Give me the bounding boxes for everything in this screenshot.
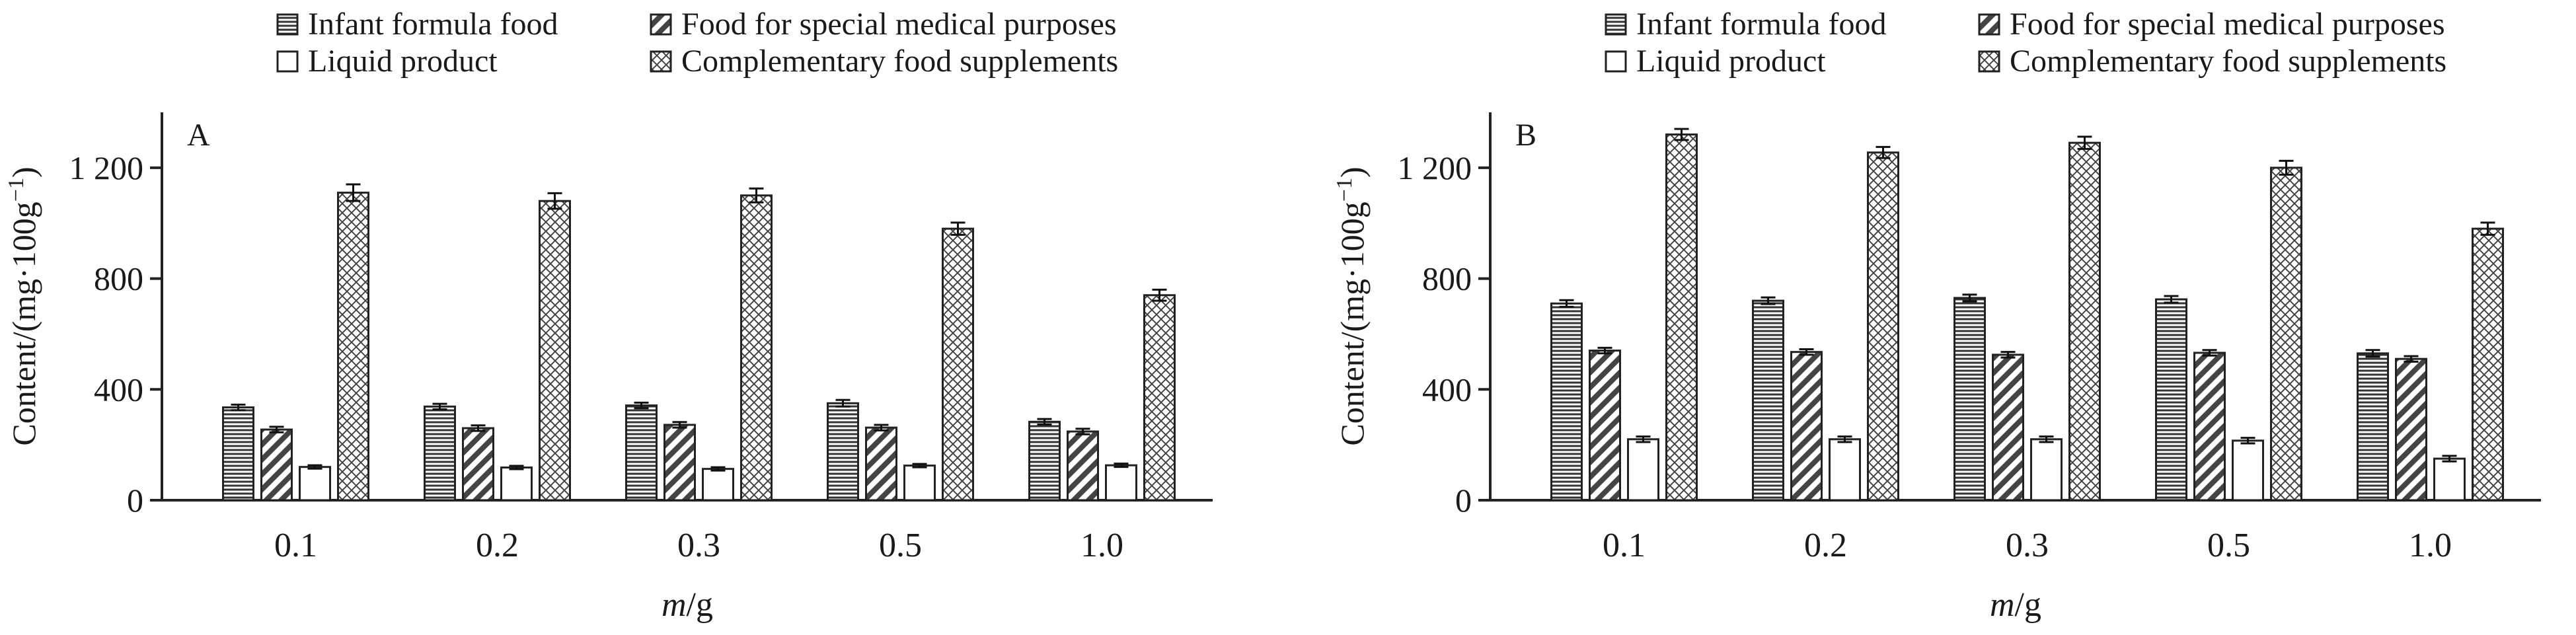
y-tick-label: 0 bbox=[1455, 482, 1472, 519]
x-tick-label: 0.2 bbox=[476, 527, 519, 564]
legend-label-infant-formula: Infant formula food bbox=[1636, 7, 1887, 42]
legend-swatch-infant-formula bbox=[1605, 13, 1627, 36]
bar-special-medical bbox=[1589, 350, 1621, 502]
bar-special-medical bbox=[865, 426, 897, 502]
bar-liquid-product bbox=[2433, 457, 2466, 502]
bar-complementary-supplements bbox=[1143, 294, 1176, 502]
bar-special-medical bbox=[2193, 352, 2226, 502]
y-tick-label: 1 200 bbox=[1398, 149, 1472, 186]
bar-liquid-product bbox=[500, 467, 533, 502]
legend-swatch-infant-formula bbox=[276, 13, 299, 36]
bar-infant-formula bbox=[1953, 297, 1986, 502]
legend: Infant formula food Food for special medi… bbox=[1605, 7, 2446, 79]
bar-infant-formula bbox=[222, 406, 254, 502]
x-tick-label: 1.0 bbox=[1080, 527, 1123, 564]
y-tick-label: 400 bbox=[1422, 371, 1472, 408]
legend-swatch-special-medical bbox=[650, 13, 672, 36]
panel-b: B 0 400 800 1 200 Content/(mg·100g−1) 0.1 0.2 0.… bbox=[1332, 7, 2541, 624]
x-tick-label: 1.0 bbox=[2409, 527, 2452, 564]
bar-liquid-product bbox=[1627, 438, 1659, 502]
bar-liquid-product bbox=[2030, 438, 2063, 502]
bar-complementary-supplements bbox=[539, 200, 571, 502]
bar-complementary-supplements bbox=[740, 194, 773, 502]
bar-complementary-supplements bbox=[1665, 133, 1698, 502]
legend-swatch-complementary-supplements bbox=[650, 50, 672, 73]
bar-special-medical bbox=[2395, 357, 2427, 502]
x-axis-label: m/g bbox=[1990, 586, 2041, 624]
legend-label-liquid-product: Liquid product bbox=[308, 44, 498, 79]
legend-swatch-liquid-product bbox=[276, 50, 299, 73]
panel-label: A bbox=[187, 118, 210, 153]
legend-swatch-liquid-product bbox=[1605, 50, 1627, 73]
bar-special-medical bbox=[462, 427, 494, 502]
bar-special-medical bbox=[663, 424, 696, 502]
panel-label: B bbox=[1515, 118, 1536, 153]
bar-infant-formula bbox=[2155, 298, 2187, 502]
x-tick-label: 0.5 bbox=[879, 527, 922, 564]
legend: Infant formula food Food for special medi… bbox=[276, 7, 1118, 79]
legend-label-special-medical: Food for special medical purposes bbox=[681, 7, 1117, 42]
y-tick-label: 0 bbox=[127, 482, 143, 519]
legend-label-special-medical: Food for special medical purposes bbox=[2010, 7, 2445, 42]
bar-special-medical bbox=[1067, 430, 1099, 502]
bar-liquid-product bbox=[2232, 439, 2264, 502]
y-axis-label: Content/(mg·100g−1) bbox=[4, 167, 42, 445]
x-tick-label: 0.3 bbox=[677, 527, 720, 564]
y-tick-label: 800 bbox=[94, 260, 143, 297]
bar-complementary-supplements bbox=[2472, 227, 2504, 502]
legend-label-complementary-supplements: Complementary food supplements bbox=[2010, 44, 2446, 79]
x-tick-label: 0.1 bbox=[274, 527, 317, 564]
bar-liquid-product bbox=[1105, 464, 1137, 502]
bar-complementary-supplements bbox=[337, 192, 369, 502]
bar-infant-formula bbox=[424, 405, 456, 502]
bar-liquid-product bbox=[1829, 438, 1861, 502]
bar-infant-formula bbox=[827, 402, 859, 502]
legend-swatch-special-medical bbox=[1978, 13, 2000, 36]
bar-special-medical bbox=[1790, 351, 1823, 502]
bar-liquid-product bbox=[702, 468, 734, 502]
bar-liquid-product bbox=[299, 466, 331, 502]
y-tick-label: 400 bbox=[94, 371, 143, 408]
y-tick-label: 1 200 bbox=[69, 149, 144, 186]
x-tick-label: 0.1 bbox=[1603, 527, 1646, 564]
bar-complementary-supplements bbox=[2270, 167, 2302, 502]
bar-complementary-supplements bbox=[2068, 141, 2101, 502]
bar-liquid-product bbox=[903, 465, 936, 502]
bar-infant-formula bbox=[1028, 420, 1061, 502]
bar-special-medical bbox=[260, 428, 293, 502]
legend-label-complementary-supplements: Complementary food supplements bbox=[681, 44, 1118, 79]
legend-label-infant-formula: Infant formula food bbox=[308, 7, 558, 42]
bar-infant-formula bbox=[1550, 302, 1583, 502]
bar-complementary-supplements bbox=[1867, 151, 1899, 502]
x-axis-label: m/g bbox=[662, 586, 713, 624]
y-tick-label: 800 bbox=[1422, 260, 1472, 297]
x-tick-label: 0.5 bbox=[2207, 527, 2250, 564]
bar-complementary-supplements bbox=[942, 227, 974, 502]
x-tick-label: 0.2 bbox=[1804, 527, 1847, 564]
panel-a: A 0 400 800 1 200 Content/(mg·100g−1) 0.1 0.2 0.… bbox=[4, 7, 1213, 624]
x-tick-label: 0.3 bbox=[2006, 527, 2049, 564]
bar-infant-formula bbox=[1752, 299, 1784, 502]
bar-special-medical bbox=[1992, 354, 2024, 502]
y-axis-label: Content/(mg·100g−1) bbox=[1332, 167, 1371, 445]
bar-infant-formula bbox=[625, 404, 658, 502]
legend-swatch-complementary-supplements bbox=[1978, 50, 2000, 73]
bar-infant-formula bbox=[2357, 352, 2389, 502]
legend-label-liquid-product: Liquid product bbox=[1636, 44, 1826, 79]
